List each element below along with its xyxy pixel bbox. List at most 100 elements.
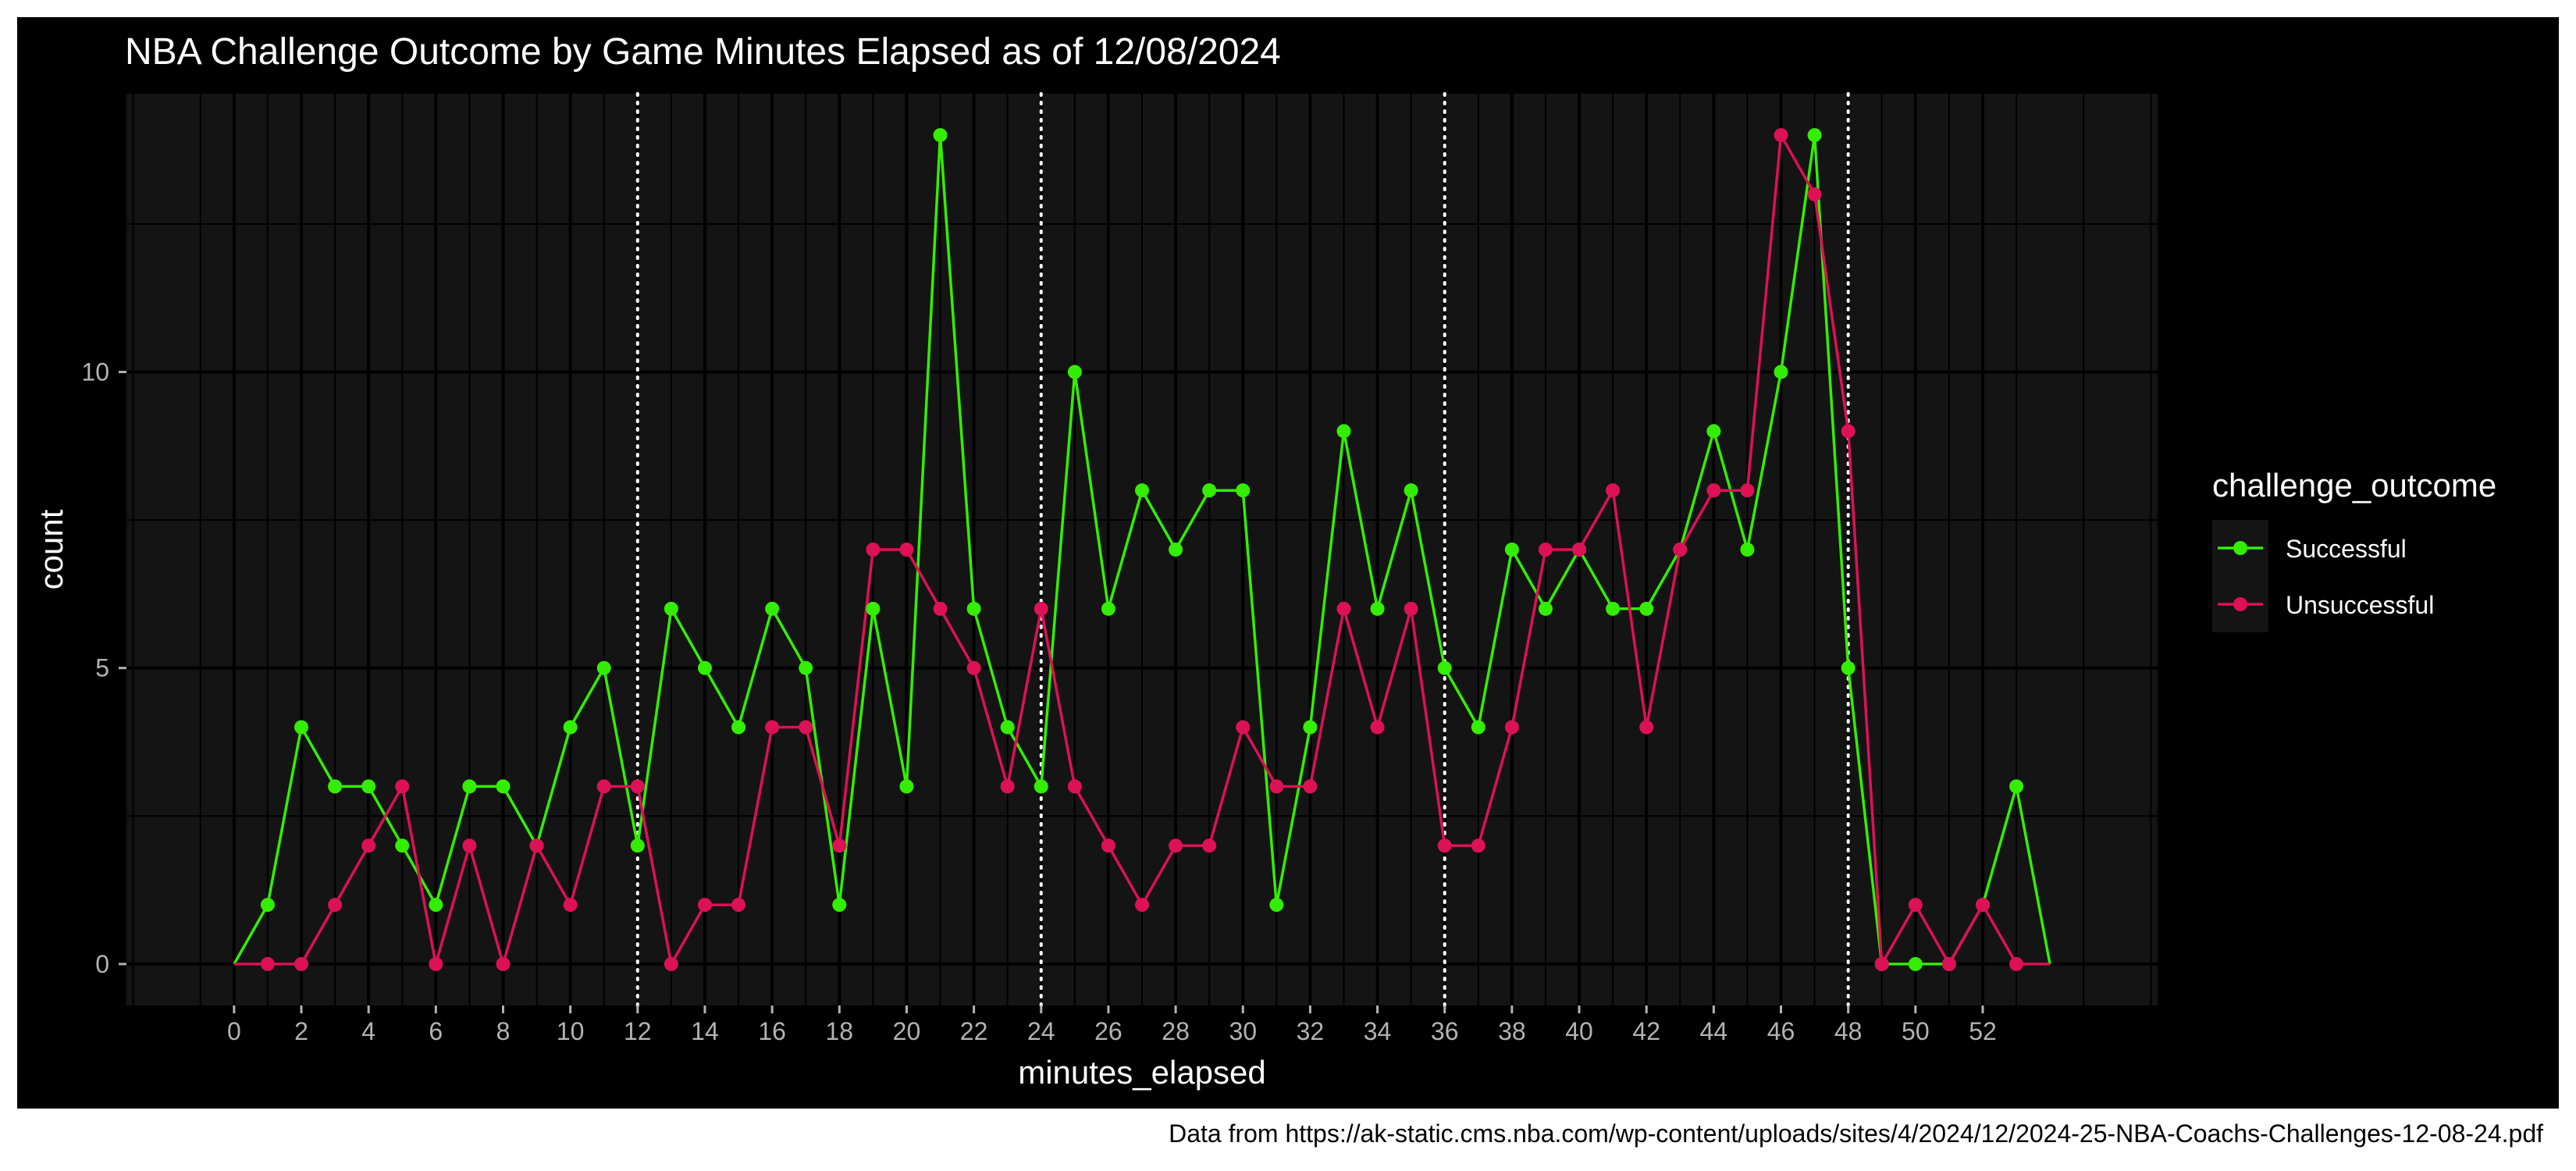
data-point xyxy=(1269,898,1284,913)
data-point xyxy=(328,898,343,913)
data-point xyxy=(1908,898,1923,913)
data-point xyxy=(496,956,511,971)
x-tick-label: 42 xyxy=(1632,1017,1660,1045)
data-point xyxy=(1067,779,1082,794)
y-tick-label: 0 xyxy=(95,950,109,978)
x-tick-label: 34 xyxy=(1364,1017,1392,1045)
data-point xyxy=(1000,720,1015,735)
x-tick-label: 30 xyxy=(1229,1017,1257,1045)
data-point xyxy=(1908,956,1923,971)
x-tick-label: 12 xyxy=(624,1017,652,1045)
data-point xyxy=(429,898,443,913)
data-point xyxy=(664,601,678,616)
data-point xyxy=(462,779,477,794)
data-point xyxy=(1538,601,1553,616)
data-point xyxy=(933,128,948,143)
x-tick-label: 6 xyxy=(429,1017,443,1045)
x-tick-label: 40 xyxy=(1565,1017,1593,1045)
x-tick-label: 10 xyxy=(557,1017,585,1045)
data-point xyxy=(1606,483,1621,498)
data-point xyxy=(294,956,309,971)
data-point xyxy=(1437,660,1452,675)
data-point xyxy=(1706,483,1721,498)
legend-label: Successful xyxy=(2286,535,2407,563)
data-point xyxy=(1639,601,1654,616)
data-point xyxy=(563,720,578,735)
x-tick-label: 32 xyxy=(1297,1017,1325,1045)
data-point xyxy=(1336,424,1351,439)
source-caption: Data from https://ak-static.cms.nba.com/… xyxy=(1169,1119,2543,1148)
data-point xyxy=(496,779,511,794)
y-axis-label: count xyxy=(33,509,69,589)
data-point xyxy=(1538,543,1553,557)
data-point xyxy=(529,838,544,853)
legend: challenge_outcome Successful Unsuccessful xyxy=(2212,467,2496,632)
data-point xyxy=(1606,601,1621,616)
data-point xyxy=(1269,779,1284,794)
period-markers xyxy=(635,92,1850,1007)
data-point xyxy=(1101,601,1115,616)
data-point xyxy=(1941,956,1956,971)
data-point xyxy=(697,898,712,913)
data-point xyxy=(1572,543,1587,557)
chart-title: NBA Challenge Outcome by Game Minutes El… xyxy=(125,31,1281,73)
x-tick-label: 48 xyxy=(1834,1017,1863,1045)
data-point xyxy=(1000,779,1015,794)
data-point xyxy=(2009,956,2024,971)
data-point xyxy=(563,898,578,913)
data-point xyxy=(1841,424,1856,439)
data-point xyxy=(1639,720,1654,735)
data-point xyxy=(1169,838,1183,853)
data-point xyxy=(1169,543,1183,557)
data-point xyxy=(1706,424,1721,439)
data-point xyxy=(462,838,477,853)
data-point xyxy=(664,956,678,971)
data-point xyxy=(1034,779,1048,794)
data-point xyxy=(395,838,410,853)
x-tick-label: 28 xyxy=(1162,1017,1190,1045)
x-axis: 0 2 4 6 8 10 12 14 16 18 20 22 24 26 28 30 32 34 36 38 40 42 4… xyxy=(227,1005,1997,1045)
x-axis-label: minutes_elapsed xyxy=(1018,1054,1266,1091)
data-point xyxy=(933,601,948,616)
data-point xyxy=(866,601,881,616)
data-point xyxy=(260,956,275,971)
data-point xyxy=(1471,838,1485,853)
x-tick-label: 50 xyxy=(1902,1017,1930,1045)
data-point xyxy=(1067,365,1082,379)
legend-label: Unsuccessful xyxy=(2286,591,2434,619)
data-point xyxy=(361,838,376,853)
x-tick-label: 26 xyxy=(1094,1017,1123,1045)
x-tick-label: 20 xyxy=(893,1017,921,1045)
data-point xyxy=(630,779,645,794)
data-point xyxy=(765,720,780,735)
data-point xyxy=(395,779,410,794)
data-point xyxy=(1370,720,1385,735)
data-point xyxy=(1774,365,1788,379)
data-point xyxy=(1504,720,1519,735)
data-point xyxy=(361,779,376,794)
legend-title: challenge_outcome xyxy=(2212,467,2496,504)
x-tick-label: 18 xyxy=(825,1017,853,1045)
data-point xyxy=(2009,779,2024,794)
data-point xyxy=(1740,543,1755,557)
data-point xyxy=(1303,779,1318,794)
data-point xyxy=(260,898,275,913)
y-tick-label: 5 xyxy=(95,654,109,682)
legend-items: Successful Unsuccessful xyxy=(2212,520,2434,632)
x-tick-label: 16 xyxy=(758,1017,786,1045)
series-layer xyxy=(233,128,2051,971)
data-point xyxy=(799,720,813,735)
data-point xyxy=(1303,720,1318,735)
legend-key-point xyxy=(2233,597,2247,611)
data-point xyxy=(832,838,847,853)
data-point xyxy=(1471,720,1485,735)
data-point xyxy=(1807,128,1822,143)
x-tick-label: 52 xyxy=(1969,1017,1997,1045)
x-tick-label: 0 xyxy=(227,1017,241,1045)
data-point xyxy=(1807,187,1822,201)
data-point xyxy=(1437,838,1452,853)
data-point xyxy=(731,720,746,735)
y-axis: 0 5 10 xyxy=(81,358,126,978)
data-point xyxy=(630,838,645,853)
data-point xyxy=(1135,483,1149,498)
